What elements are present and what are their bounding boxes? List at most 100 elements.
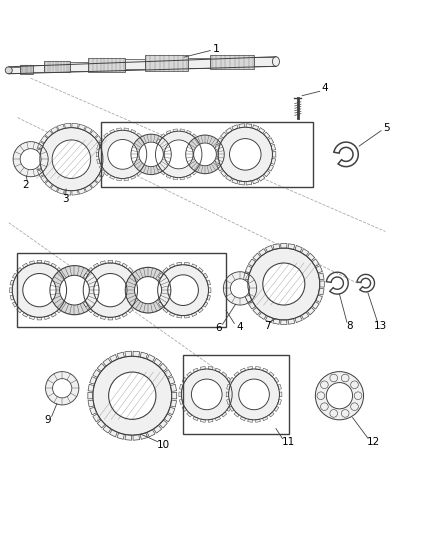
Polygon shape [108, 261, 113, 263]
Polygon shape [273, 244, 279, 249]
Polygon shape [168, 377, 175, 384]
Circle shape [230, 139, 261, 170]
Polygon shape [177, 262, 182, 265]
Polygon shape [145, 159, 148, 164]
Circle shape [52, 140, 91, 179]
Circle shape [321, 381, 328, 389]
Polygon shape [265, 316, 273, 322]
Polygon shape [221, 132, 227, 138]
Polygon shape [172, 392, 177, 399]
Polygon shape [207, 295, 211, 300]
Polygon shape [128, 268, 133, 272]
Polygon shape [182, 377, 187, 383]
Polygon shape [234, 412, 239, 417]
Polygon shape [35, 156, 40, 163]
Polygon shape [97, 159, 100, 164]
Polygon shape [234, 372, 239, 377]
Polygon shape [254, 57, 276, 66]
Polygon shape [78, 124, 85, 130]
Circle shape [93, 356, 172, 435]
Polygon shape [96, 152, 99, 157]
Circle shape [341, 409, 349, 417]
Polygon shape [253, 308, 261, 315]
Polygon shape [221, 171, 227, 177]
Polygon shape [85, 127, 92, 133]
Polygon shape [269, 372, 274, 377]
Polygon shape [188, 58, 210, 68]
Polygon shape [90, 131, 98, 138]
Polygon shape [37, 317, 42, 320]
Polygon shape [137, 171, 141, 176]
Polygon shape [115, 316, 120, 319]
Polygon shape [57, 268, 62, 272]
Polygon shape [36, 163, 41, 169]
Circle shape [181, 369, 232, 420]
Polygon shape [278, 384, 282, 389]
Polygon shape [226, 127, 232, 134]
Polygon shape [159, 302, 163, 307]
Polygon shape [156, 165, 160, 170]
Polygon shape [88, 308, 93, 313]
Polygon shape [62, 273, 67, 278]
Polygon shape [230, 384, 234, 389]
Polygon shape [72, 123, 78, 128]
Polygon shape [110, 430, 117, 437]
Polygon shape [232, 179, 238, 184]
Polygon shape [41, 135, 48, 143]
Polygon shape [295, 245, 302, 252]
Text: 7: 7 [264, 321, 271, 330]
Circle shape [341, 374, 349, 382]
Polygon shape [307, 253, 314, 261]
Polygon shape [36, 149, 41, 155]
Text: 6: 6 [215, 323, 222, 333]
Polygon shape [117, 352, 124, 359]
Polygon shape [78, 188, 85, 194]
Polygon shape [244, 281, 248, 287]
Polygon shape [136, 280, 140, 285]
Polygon shape [125, 434, 131, 440]
Polygon shape [239, 181, 244, 185]
Polygon shape [156, 139, 160, 143]
Polygon shape [140, 352, 148, 359]
Polygon shape [258, 127, 265, 134]
Circle shape [83, 263, 138, 317]
Polygon shape [81, 288, 83, 293]
Polygon shape [230, 399, 234, 405]
Circle shape [12, 263, 67, 317]
Polygon shape [136, 295, 140, 300]
Polygon shape [133, 351, 140, 357]
Polygon shape [142, 138, 146, 143]
Polygon shape [227, 377, 231, 383]
Polygon shape [180, 177, 184, 180]
Polygon shape [99, 169, 106, 176]
Polygon shape [320, 281, 324, 287]
Polygon shape [244, 273, 249, 280]
Polygon shape [215, 158, 219, 164]
Circle shape [168, 275, 198, 305]
Polygon shape [44, 316, 49, 319]
Polygon shape [138, 288, 140, 293]
Polygon shape [90, 181, 98, 188]
Polygon shape [100, 261, 106, 264]
Polygon shape [122, 263, 127, 268]
Polygon shape [22, 312, 28, 317]
Polygon shape [57, 308, 62, 313]
Circle shape [315, 372, 364, 420]
Circle shape [155, 131, 202, 177]
Polygon shape [45, 181, 53, 188]
Text: 8: 8 [346, 321, 353, 330]
Polygon shape [22, 263, 28, 268]
Polygon shape [222, 412, 227, 417]
Polygon shape [10, 288, 12, 293]
Polygon shape [88, 268, 93, 272]
Polygon shape [37, 261, 42, 263]
Polygon shape [245, 295, 252, 302]
Polygon shape [160, 171, 165, 175]
Polygon shape [173, 177, 177, 180]
Polygon shape [45, 131, 53, 138]
Polygon shape [170, 384, 177, 391]
Polygon shape [99, 142, 106, 149]
Polygon shape [88, 384, 94, 391]
Polygon shape [279, 392, 282, 397]
Polygon shape [248, 419, 253, 422]
